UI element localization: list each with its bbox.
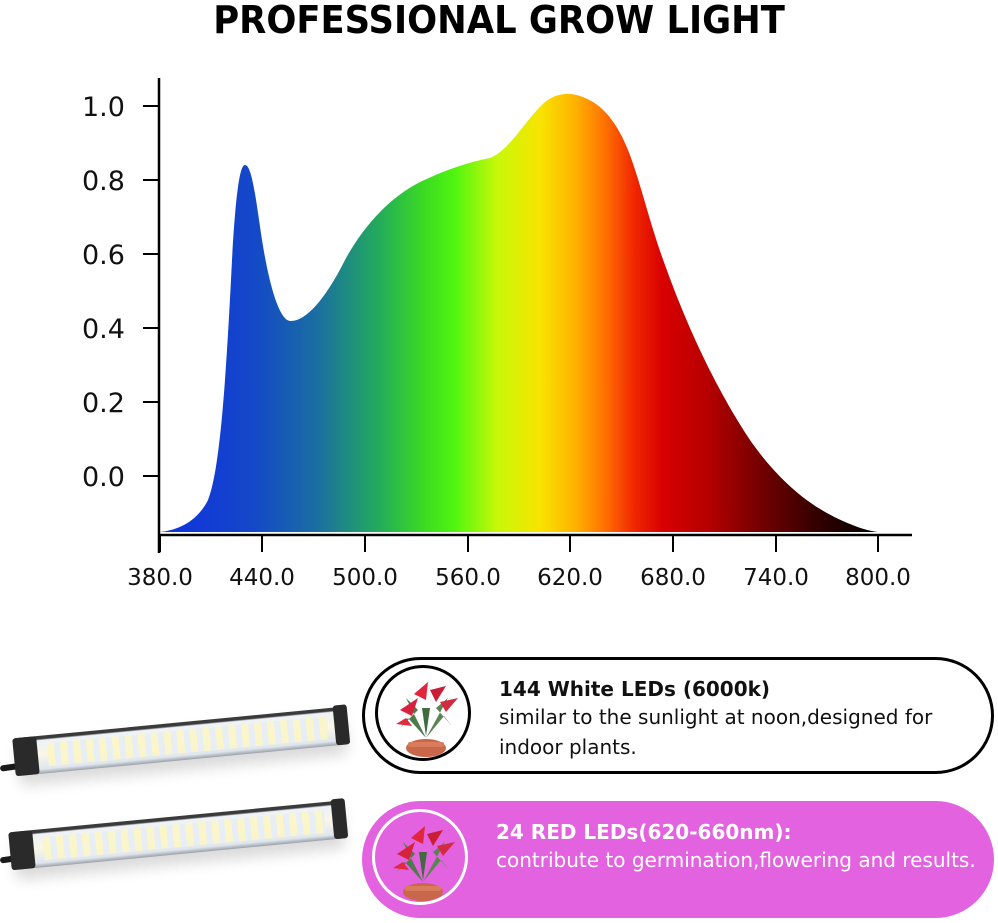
y-tick-label: 0.6 (82, 240, 125, 271)
feature-description: contribute to germination,flowering and … (496, 848, 976, 872)
x-tick-label: 380.0 (127, 565, 193, 591)
poinsettia-plant-image (372, 809, 468, 905)
poinsettia-icon (396, 682, 458, 757)
y-tick-label: 1.0 (82, 92, 125, 123)
feature-heading: 24 RED LEDs(620-660nm): (496, 820, 792, 844)
x-tick-label: 620.0 (537, 565, 603, 591)
spectrum-chart: 1.0 0.8 0.6 0.4 0.2 0.0 380.0 440.0 500.… (82, 78, 912, 591)
spectrum-area (160, 93, 878, 533)
y-tick-label: 0.4 (82, 314, 125, 345)
led-bar-top (12, 704, 351, 777)
poinsettia-icon (393, 826, 455, 901)
x-tick-label: 500.0 (332, 565, 398, 591)
poinsettia-plant-image (375, 665, 471, 761)
page-title: PROFESSIONAL GROW LIGHT (213, 0, 785, 42)
x-tick-label: 560.0 (435, 565, 501, 591)
y-tick-label: 0.8 (82, 166, 125, 197)
y-tick-label: 0.2 (82, 388, 125, 419)
x-ticks (159, 536, 879, 552)
x-tick-label: 440.0 (229, 565, 295, 591)
led-bars-product-image (0, 680, 360, 923)
x-tick-label: 680.0 (640, 565, 706, 591)
x-tick-label: 800.0 (845, 565, 911, 591)
feature-description: similar to the sunlight at noon,designed… (499, 705, 933, 759)
feature-heading: 144 White LEDs (6000k) (499, 677, 771, 701)
feature-white-leds: 144 White LEDs (6000k) similar to the su… (362, 657, 994, 774)
y-tick-label: 0.0 (82, 462, 125, 493)
feature-red-leds: 24 RED LEDs(620-660nm): contribute to ge… (362, 801, 994, 918)
led-bar-bottom (8, 798, 349, 871)
y-ticks (143, 105, 158, 477)
x-tick-label: 740.0 (743, 565, 809, 591)
